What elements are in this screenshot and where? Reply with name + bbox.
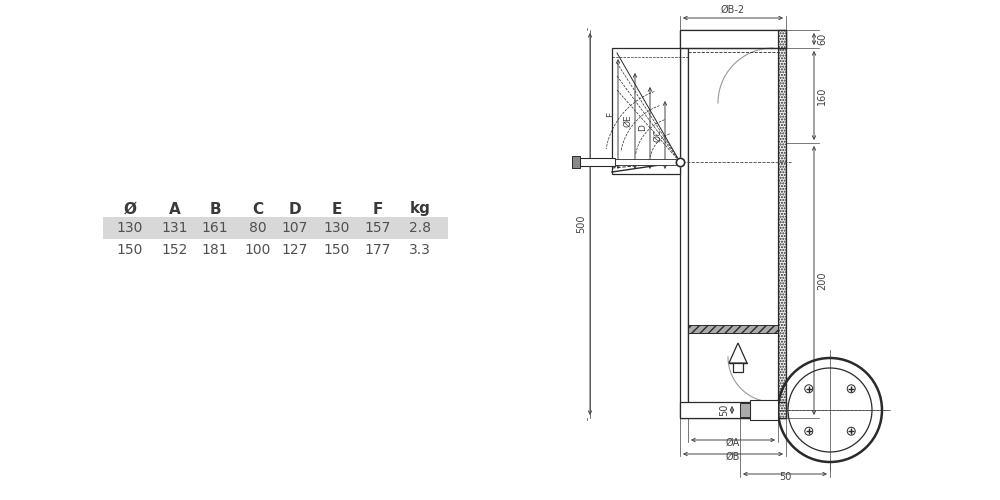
Text: 500: 500	[576, 215, 586, 233]
Text: 50: 50	[779, 472, 791, 482]
Bar	[688, 30, 778, 418]
Polygon shape	[729, 343, 747, 363]
Text: ØE: ØE	[623, 114, 632, 128]
Text: 2.8: 2.8	[409, 221, 431, 235]
Bar	[750, 400, 778, 420]
Text: 127: 127	[282, 243, 308, 257]
Bar	[680, 30, 688, 418]
Bar	[778, 402, 786, 418]
Text: 150: 150	[117, 243, 143, 257]
Text: 152: 152	[162, 243, 188, 257]
Text: A: A	[169, 202, 181, 216]
Bar	[612, 48, 680, 174]
Bar	[580, 158, 615, 166]
Bar	[572, 156, 580, 168]
Text: 200: 200	[817, 271, 827, 290]
Text: ØB: ØB	[726, 452, 740, 462]
Text: 160: 160	[817, 86, 827, 104]
Bar	[688, 325, 778, 333]
Text: 130: 130	[117, 221, 143, 235]
Text: 161: 161	[202, 221, 228, 235]
Bar	[615, 159, 680, 165]
Text: D: D	[638, 124, 647, 132]
Text: 60: 60	[817, 33, 827, 45]
Polygon shape	[729, 363, 747, 372]
Text: B: B	[209, 202, 221, 216]
Bar	[778, 30, 786, 48]
Bar	[680, 30, 786, 48]
Text: 130: 130	[324, 221, 350, 235]
Bar	[778, 30, 786, 418]
Text: ØC: ØC	[653, 128, 662, 141]
Text: 107: 107	[282, 221, 308, 235]
Text: 100: 100	[245, 243, 271, 257]
Bar	[103, 217, 448, 239]
Text: F: F	[373, 202, 383, 216]
Text: C: C	[252, 202, 264, 216]
Text: kg: kg	[410, 202, 430, 216]
Text: F: F	[606, 112, 615, 116]
Bar	[740, 403, 750, 417]
Text: 50: 50	[719, 404, 729, 416]
Text: ØB-2: ØB-2	[721, 5, 745, 15]
Bar	[680, 402, 786, 418]
Text: 177: 177	[365, 243, 391, 257]
Text: 157: 157	[365, 221, 391, 235]
Text: 80: 80	[249, 221, 267, 235]
Text: Ø: Ø	[124, 202, 136, 216]
Text: E: E	[332, 202, 342, 216]
Text: ØA: ØA	[726, 438, 740, 448]
Text: D: D	[289, 202, 301, 216]
Text: 181: 181	[202, 243, 228, 257]
Text: 131: 131	[162, 221, 188, 235]
Text: 3.3: 3.3	[409, 243, 431, 257]
Text: 150: 150	[324, 243, 350, 257]
